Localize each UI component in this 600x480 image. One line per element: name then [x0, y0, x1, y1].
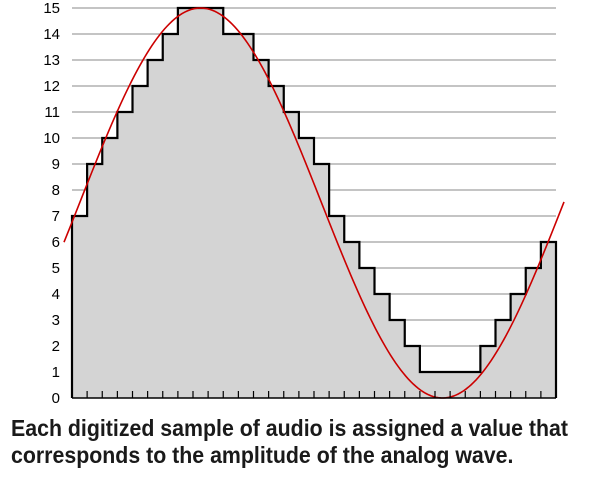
svg-text:6: 6 — [52, 234, 60, 251]
svg-text:13: 13 — [43, 52, 60, 69]
svg-text:7: 7 — [52, 208, 60, 225]
svg-text:8: 8 — [52, 182, 60, 199]
svg-text:14: 14 — [43, 26, 60, 43]
svg-text:4: 4 — [52, 286, 60, 303]
svg-text:10: 10 — [43, 130, 60, 147]
svg-text:5: 5 — [52, 260, 60, 277]
svg-text:9: 9 — [52, 156, 60, 173]
svg-text:15: 15 — [43, 0, 60, 17]
svg-text:1: 1 — [52, 364, 60, 381]
svg-text:2: 2 — [52, 338, 60, 355]
svg-text:12: 12 — [43, 78, 60, 95]
svg-text:0: 0 — [52, 390, 60, 407]
svg-text:3: 3 — [52, 312, 60, 329]
svg-text:11: 11 — [44, 104, 60, 121]
